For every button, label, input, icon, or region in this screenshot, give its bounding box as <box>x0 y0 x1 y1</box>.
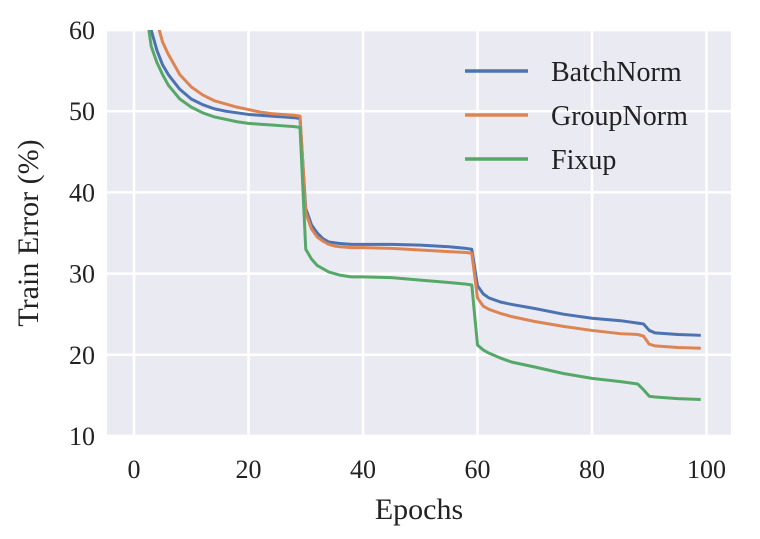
y-tick: 50 <box>69 97 95 126</box>
y-tick: 40 <box>69 178 95 207</box>
batchnorm-line <box>149 30 701 337</box>
gridlines <box>107 28 731 438</box>
y-tick-labels: 10 20 30 40 50 60 <box>69 16 95 451</box>
x-axis-label: Epochs <box>375 493 463 526</box>
x-tick: 60 <box>465 455 491 484</box>
series-lines <box>147 30 701 401</box>
legend-label: GroupNorm <box>551 101 688 132</box>
y-tick: 20 <box>69 341 95 370</box>
x-tick: 100 <box>687 455 726 484</box>
legend-label: BatchNorm <box>551 57 682 88</box>
legend-label: Fixup <box>551 145 616 176</box>
plot-area <box>107 30 731 436</box>
fixup-line <box>147 30 701 401</box>
x-tick-labels: 0 20 40 60 80 100 <box>128 455 727 484</box>
legend: BatchNorm GroupNorm Fixup <box>465 57 688 176</box>
x-tick: 40 <box>350 455 376 484</box>
y-tick: 10 <box>69 422 95 451</box>
x-tick: 0 <box>128 455 141 484</box>
x-tick: 20 <box>236 455 262 484</box>
y-tick: 30 <box>69 260 95 289</box>
y-tick: 60 <box>69 16 95 45</box>
y-axis-label: Train Error (%) <box>12 139 45 326</box>
x-tick: 80 <box>579 455 605 484</box>
groupnorm-line <box>157 30 701 350</box>
